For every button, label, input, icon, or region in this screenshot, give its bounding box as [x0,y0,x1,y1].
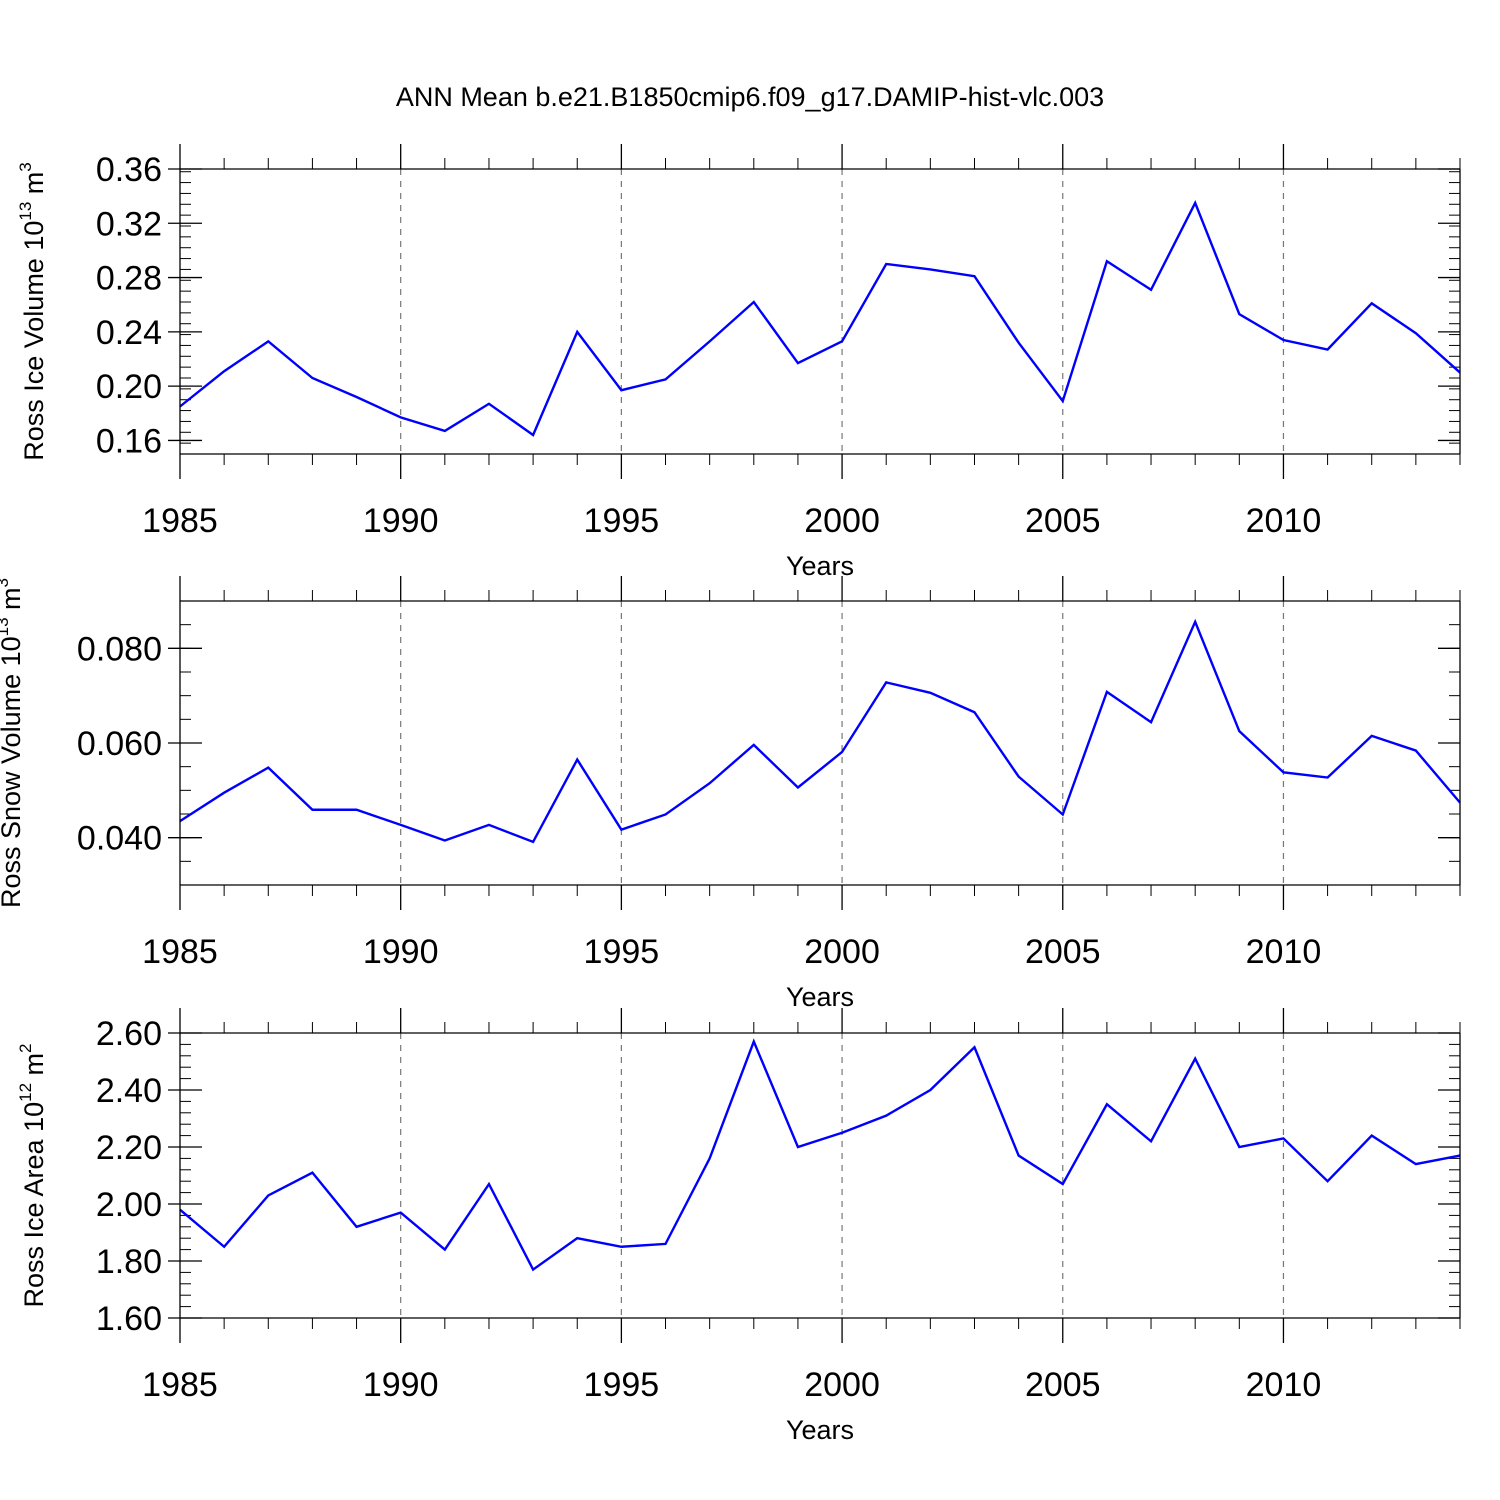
x-tick-label: 2010 [1246,1366,1322,1404]
x-tick-label: 2005 [1025,1366,1101,1404]
y-tick-label: 0.16 [96,422,162,460]
y-tick-label: 0.040 [77,820,162,858]
x-tick-label: 1985 [142,502,218,540]
y-tick-label: 2.00 [96,1186,162,1224]
series-line [179,618,1461,844]
x-tick-label: 1990 [363,502,439,540]
x-tick-label: 2000 [804,502,880,540]
series-line [179,1038,1461,1272]
y-tick-label: 2.60 [96,1015,162,1053]
y-tick-label: 2.20 [96,1129,162,1167]
x-tick-label: 2000 [804,1366,880,1404]
panel-2: 0.040 0.060 0.080 1985 1990 1995 2000 2005 2010 Y… [0,576,1461,1012]
y-tick-label: 0.32 [96,205,162,243]
x-tick-label: 2000 [804,933,880,971]
y-tick-label: 0.080 [77,630,162,668]
chart-title: ANN Mean b.e21.B1850cmip6.f09_g17.DAMIP-… [396,82,1104,112]
x-axis-label: Years [786,982,854,1012]
y-axis-label: Ross Snow Volume 1013 m3 [0,578,26,908]
y-tick-label: 1.80 [96,1243,162,1281]
y-tick-label: 1.60 [96,1300,162,1338]
x-axis-label: Years [786,1415,854,1445]
x-tick-label: 2005 [1025,502,1101,540]
y-axis-label: Ross Ice Volume 1013 m3 [16,162,49,461]
panels: 0.16 0.20 0.24 0.28 0.32 0.36 1985 1990 1995 2000… [0,144,1461,1445]
x-tick-label: 1995 [584,502,660,540]
x-tick-label: 1995 [584,1366,660,1404]
x-tick-label: 1995 [584,933,660,971]
y-axis-label: Ross Ice Area 1012 m2 [16,1043,49,1307]
x-tick-label: 2010 [1246,933,1322,971]
y-tick-label: 0.24 [96,314,162,352]
panel-1: 0.16 0.20 0.24 0.28 0.32 0.36 1985 1990 1995 2000… [16,144,1461,581]
x-tick-label: 1990 [363,1366,439,1404]
x-tick-label: 1990 [363,933,439,971]
y-tick-label: 0.20 [96,368,162,406]
x-tick-label: 2005 [1025,933,1101,971]
y-tick-label: 2.40 [96,1072,162,1110]
x-axis-label: Years [786,551,854,581]
x-tick-label: 2010 [1246,502,1322,540]
panel-3: 1.60 1.80 2.00 2.20 2.40 2.60 1985 1990 1995 2000… [16,1008,1461,1445]
x-tick-label: 1985 [142,1366,218,1404]
y-tick-label: 0.060 [77,725,162,763]
series-line [179,200,1461,437]
x-tick-label: 1985 [142,933,218,971]
y-tick-label: 0.36 [96,151,162,189]
y-tick-label: 0.28 [96,260,162,298]
